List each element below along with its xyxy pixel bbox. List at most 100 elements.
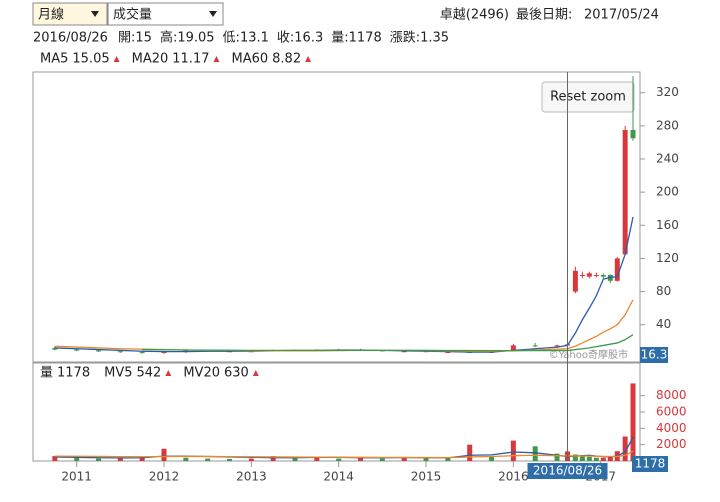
- volume-bar: [401, 457, 407, 461]
- legend-arrow: [305, 56, 312, 62]
- candle-body: [593, 275, 599, 276]
- legend-name: MV5: [104, 366, 132, 381]
- volume-bar: [630, 383, 636, 461]
- info-label: 量:: [331, 31, 348, 46]
- volume-bar: [600, 457, 606, 461]
- y-tick-label: 160: [656, 218, 679, 232]
- y-tick-label: 120: [656, 251, 679, 265]
- y-tick-label: 320: [656, 85, 679, 99]
- volume-bar: [96, 458, 102, 461]
- y-tick-label: 40: [656, 317, 671, 331]
- price-flag: [640, 347, 668, 363]
- stock-name: 卓越(2496): [440, 8, 509, 23]
- candle-body: [572, 270, 578, 292]
- volume-value: 1178: [57, 366, 90, 381]
- volume-bar: [336, 458, 342, 461]
- x-tick-label: 2012: [149, 470, 180, 484]
- y-tick-label: 240: [656, 152, 679, 166]
- volume-flag-value: 1178: [635, 457, 666, 471]
- volume-bar: [74, 457, 80, 461]
- candle-body: [614, 258, 620, 281]
- volume-bar: [205, 458, 211, 461]
- candle-body: [52, 347, 58, 350]
- volume-bar: [358, 457, 364, 461]
- period-select[interactable]: [32, 2, 108, 26]
- candle-body: [96, 350, 102, 352]
- legend-name: MA5: [40, 52, 68, 67]
- volume-bar: [607, 456, 613, 461]
- legend-name: MA20: [132, 52, 169, 67]
- candle-body: [74, 349, 80, 351]
- volume-bar: [227, 458, 233, 461]
- x-tick-label: 2011: [61, 470, 92, 484]
- y-tick-label: 80: [656, 284, 671, 298]
- y-tick-label: 8000: [656, 388, 687, 402]
- legend-name: MA60: [231, 52, 268, 67]
- last-date-label: 最後日期:: [516, 8, 572, 23]
- price-panel: [32, 71, 641, 363]
- volume-bar: [467, 444, 473, 461]
- candle-body: [622, 130, 628, 255]
- ma-line: [142, 334, 634, 352]
- info-value: 15: [135, 31, 152, 46]
- volume-bar: [622, 436, 628, 461]
- x-tick-label: 2014: [323, 470, 354, 484]
- info-label: 高:: [160, 30, 177, 46]
- info-value: 13.1: [240, 31, 269, 46]
- candle-body: [401, 351, 407, 353]
- ma-line: [54, 299, 634, 352]
- candle-body: [510, 345, 516, 352]
- price-flag-value: 16.3: [641, 348, 668, 362]
- dropdown-arrow: [91, 11, 99, 17]
- volume-bar: [423, 457, 429, 461]
- y-tick-label: 6000: [656, 405, 687, 419]
- volume-bar: [52, 456, 58, 461]
- candle-body: [532, 345, 538, 347]
- candle-body: [600, 275, 606, 277]
- volume-bar: [445, 458, 451, 461]
- volume-bar: [593, 457, 599, 461]
- reset-zoom-label[interactable]: Reset zoom: [550, 90, 626, 105]
- period-value[interactable]: 月線: [38, 7, 64, 23]
- ma-line: [54, 450, 634, 459]
- legend-arrow: [252, 370, 259, 376]
- candle-body: [579, 275, 585, 276]
- volume-bar: [161, 448, 167, 461]
- crosshair-date-box: [527, 463, 608, 479]
- volume-bar: [270, 456, 276, 461]
- x-tick-label: 2016: [498, 470, 529, 484]
- volume-bar: [554, 453, 560, 461]
- volume-bar: [572, 454, 578, 461]
- volume-bar: [139, 456, 145, 461]
- reset-zoom-button[interactable]: [541, 81, 635, 113]
- info-label: 收:: [277, 31, 294, 46]
- volume-bar: [117, 458, 123, 461]
- candle-body: [161, 352, 167, 354]
- legend-value: 8.82: [272, 52, 301, 67]
- y-tick-label: 200: [656, 185, 679, 199]
- y-tick-label: 280: [656, 118, 679, 132]
- indicator-select[interactable]: [107, 2, 224, 26]
- crosshair-date: 2016/08/26: [533, 464, 602, 478]
- volume-bar: [510, 440, 516, 461]
- watermark: ©Yahoo奇摩股市: [549, 348, 628, 361]
- volume-label: 量: [40, 366, 53, 381]
- volume-bar: [183, 457, 189, 461]
- x-tick-label: 2015: [411, 470, 442, 484]
- legend-value: 630: [224, 366, 249, 381]
- volume-bar: [586, 456, 592, 461]
- candle-body: [630, 130, 636, 139]
- info-label: 開:: [118, 31, 135, 46]
- x-tick-label: 2013: [236, 470, 267, 484]
- legend-value: 542: [137, 366, 162, 381]
- volume-bar: [489, 456, 495, 461]
- legend-arrow: [113, 56, 120, 62]
- indicator-value[interactable]: 成交量: [113, 7, 152, 23]
- candle-body: [586, 273, 592, 277]
- legend-name: MV20: [183, 366, 220, 381]
- volume-bar: [579, 456, 585, 461]
- legend-value: 15.05: [72, 52, 109, 67]
- info-label: 低:: [223, 31, 240, 46]
- candle-body: [554, 345, 560, 347]
- info-value: 1.35: [420, 31, 449, 46]
